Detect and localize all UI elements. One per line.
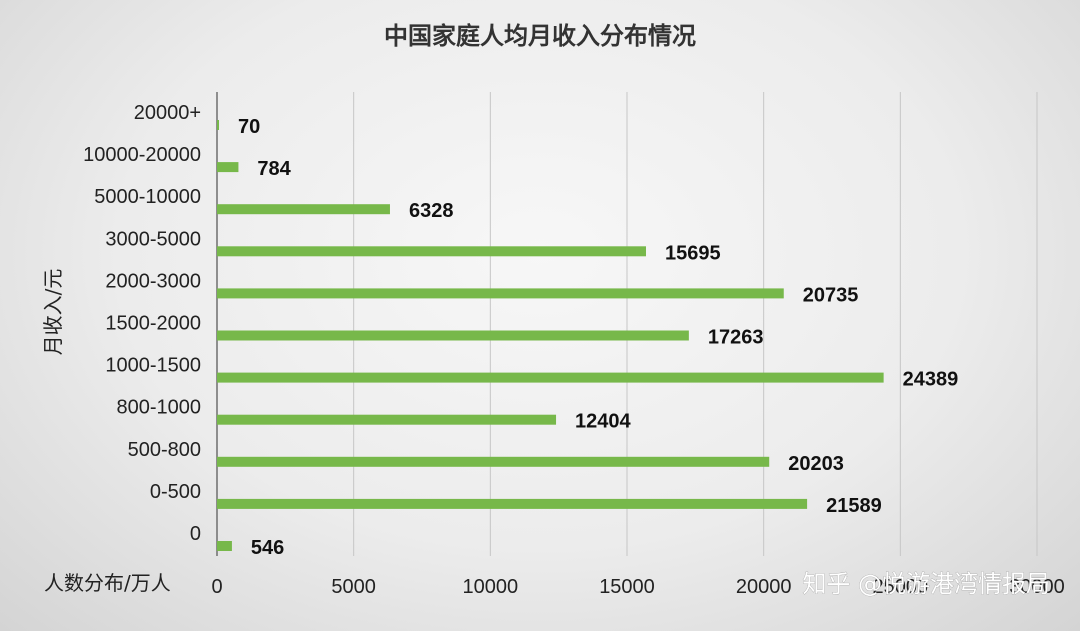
y-tick-labels: 0 0-500 500-800 800-1000 1000-1500 1500-2000 2… bbox=[83, 102, 201, 545]
watermark-text: 知乎 @悦游港湾情报局 bbox=[802, 570, 1050, 598]
y-tick-label: 500-800 bbox=[128, 439, 201, 461]
y-tick-label: 2000-3000 bbox=[105, 270, 201, 292]
y-tick-label: 0-500 bbox=[150, 481, 201, 503]
data-label: 784 bbox=[257, 158, 291, 180]
data-label: 6328 bbox=[409, 200, 454, 222]
bar bbox=[217, 456, 770, 467]
data-label: 70 bbox=[238, 116, 260, 138]
bar bbox=[217, 541, 232, 551]
data-label: 17263 bbox=[708, 327, 764, 349]
y-tick-label: 3000-5000 bbox=[105, 228, 201, 250]
y-tick-label: 5000-10000 bbox=[94, 186, 201, 208]
data-labels: 546 21589 20203 12404 24389 17263 20735 15695 63… bbox=[238, 116, 958, 559]
bar bbox=[217, 204, 390, 215]
data-label: 21589 bbox=[826, 495, 882, 517]
bar bbox=[217, 162, 239, 173]
y-tick-label: 10000-20000 bbox=[83, 144, 201, 166]
bar bbox=[217, 498, 808, 509]
data-label: 20735 bbox=[803, 284, 859, 306]
y-tick-label: 1500-2000 bbox=[105, 313, 201, 335]
bars bbox=[217, 120, 884, 551]
x-tick-label: 15000 bbox=[599, 576, 655, 598]
x-tick-label: 0 bbox=[211, 576, 222, 598]
gridlines bbox=[216, 92, 1038, 556]
data-label: 20203 bbox=[788, 453, 844, 475]
x-tick-label: 5000 bbox=[331, 576, 376, 598]
y-tick-label: 800-1000 bbox=[116, 397, 201, 419]
y-tick-label: 1000-1500 bbox=[105, 355, 201, 377]
data-label: 15695 bbox=[665, 242, 721, 264]
y-tick-label: 20000+ bbox=[134, 102, 201, 124]
bar bbox=[217, 288, 784, 299]
data-label: 546 bbox=[251, 537, 284, 559]
x-tick-label: 30000 bbox=[1009, 576, 1065, 598]
x-axis-title: 人数分布/万人 bbox=[44, 571, 171, 595]
data-label: 24389 bbox=[903, 369, 959, 391]
y-axis-title: 月收入/元 bbox=[41, 269, 65, 356]
y-tick-label: 0 bbox=[190, 523, 201, 545]
bar bbox=[217, 246, 646, 257]
x-tick-label: 10000 bbox=[463, 576, 519, 598]
x-tick-label: 20000 bbox=[736, 576, 792, 598]
x-tick-label: 25000 bbox=[873, 576, 929, 598]
bar bbox=[217, 414, 557, 425]
bar bbox=[217, 330, 689, 341]
bar bbox=[217, 372, 884, 383]
data-label: 12404 bbox=[575, 411, 631, 433]
chart-title: 中国家庭人均月收入分布情况 bbox=[384, 22, 696, 50]
bar bbox=[217, 120, 219, 130]
x-tick-labels: 0 5000 10000 15000 20000 25000 30000 bbox=[211, 576, 1064, 598]
